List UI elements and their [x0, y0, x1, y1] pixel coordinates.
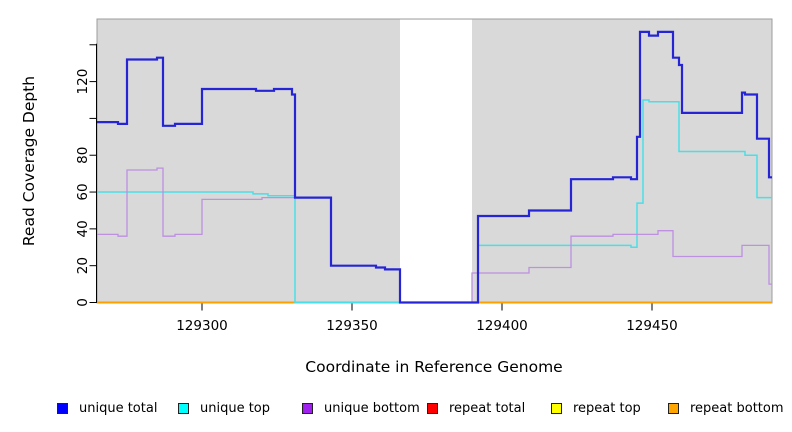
y-tick-label: 40 — [75, 220, 91, 237]
y-tick-label: 80 — [75, 147, 91, 164]
x-tick-label: 129400 — [476, 318, 528, 334]
x-tick-label: 129350 — [326, 318, 378, 334]
x-axis-title: Coordinate in Reference Genome — [305, 358, 563, 376]
x-tick-label: 129450 — [626, 318, 678, 334]
y-tick-label: 120 — [75, 69, 91, 95]
series-unique-total — [97, 30, 772, 304]
y-axis-title: Read Coverage Depth — [20, 75, 38, 247]
x-tick-label: 129300 — [176, 318, 228, 334]
y-tick-label: 20 — [75, 257, 91, 274]
y-tick-label: 0 — [75, 298, 91, 307]
y-tick-label: 60 — [75, 183, 91, 200]
coverage-gap-band — [400, 19, 472, 303]
series-unique-top — [97, 99, 772, 304]
